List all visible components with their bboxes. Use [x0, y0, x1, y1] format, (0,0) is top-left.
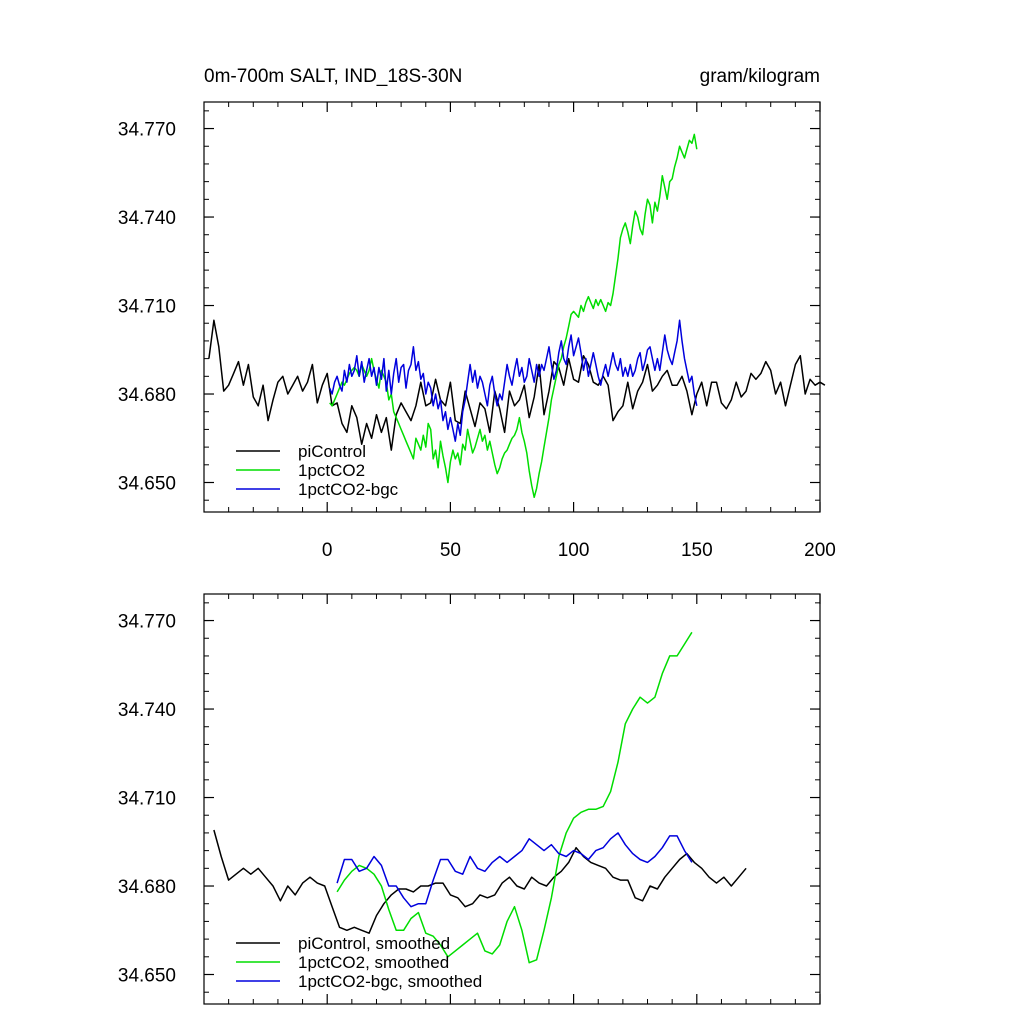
- x-tick-label: 150: [681, 540, 713, 561]
- x-tick-label: 50: [440, 540, 461, 561]
- top-panel: 0m-700m SALT, IND_18S-30N gram/kilogram …: [118, 66, 836, 561]
- y-tick-label: 34.740: [118, 700, 176, 721]
- y-tick-label: 34.710: [118, 297, 176, 318]
- legend-label: 1pctCO2-bgc: [298, 480, 399, 499]
- y-tick-label: 34.770: [118, 612, 176, 633]
- legend-label: piControl, smoothed: [298, 934, 450, 953]
- title-left: 0m-700m SALT, IND_18S-30N: [204, 66, 462, 87]
- plot-frame: [203, 101, 821, 513]
- series-line-2: [336, 631, 693, 964]
- series-line-1: [208, 319, 826, 451]
- y-tick-label: 34.680: [118, 385, 176, 406]
- y-tick-label: 34.680: [118, 877, 176, 898]
- x-tick-label: 100: [558, 540, 590, 561]
- series-line-3: [329, 319, 698, 442]
- y-tick-label: 34.710: [118, 789, 176, 810]
- series-line-2: [329, 133, 698, 499]
- legend-label: 1pctCO2, smoothed: [298, 953, 449, 972]
- y-tick-label: 34.770: [118, 120, 176, 141]
- legend-label: piControl: [298, 442, 366, 461]
- legend-label: 1pctCO2-bgc, smoothed: [298, 972, 482, 991]
- legend-label: 1pctCO2: [298, 461, 365, 480]
- bottom-panel: 34.650 34.680 34.710 34.740 34.770 piControl,…: [118, 593, 821, 1005]
- series-line-3: [336, 832, 693, 908]
- title-right: gram/kilogram: [700, 66, 820, 87]
- x-tick-label: 200: [804, 540, 836, 561]
- y-tick-label: 34.650: [118, 474, 176, 495]
- x-tick-label: 0: [322, 540, 333, 561]
- y-tick-label: 34.650: [118, 966, 176, 987]
- plot-frame: [203, 593, 821, 1005]
- series-line-1: [213, 829, 747, 934]
- y-tick-label: 34.740: [118, 208, 176, 229]
